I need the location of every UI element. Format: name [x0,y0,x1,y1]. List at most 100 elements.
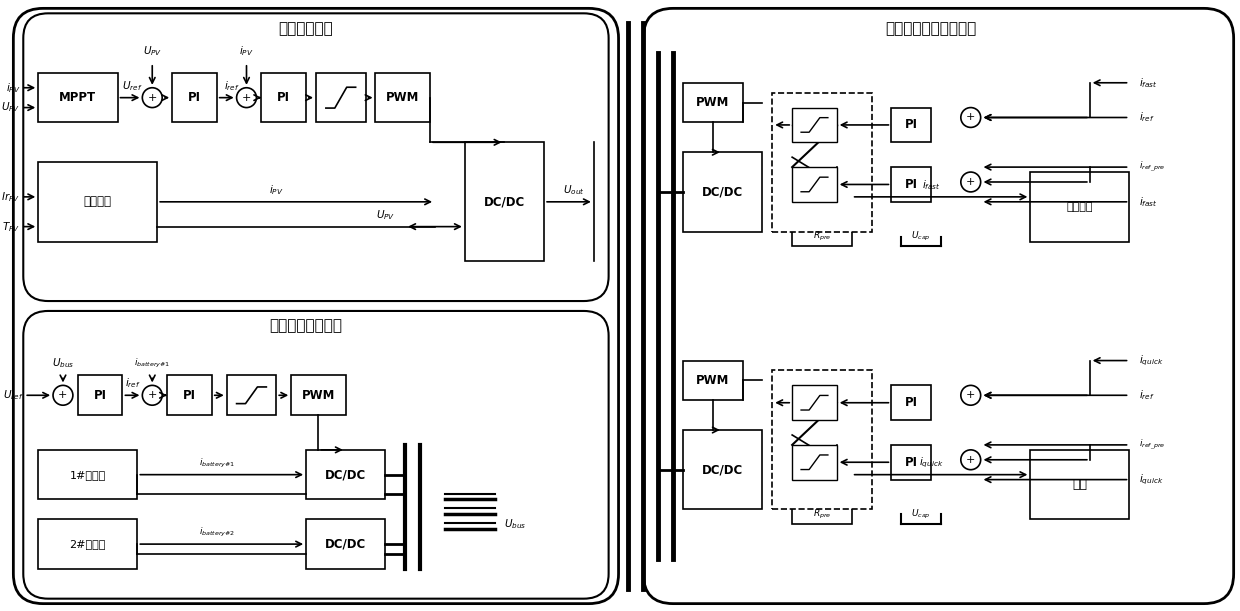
Text: $i_{PV}$: $i_{PV}$ [239,44,254,58]
Text: +: + [966,455,976,465]
Text: +: + [148,93,157,103]
Bar [892,108,931,142]
Text: $Ir_{PV}$: $Ir_{PV}$ [1,190,20,203]
FancyBboxPatch shape [14,9,619,604]
Text: $U_{out}$: $U_{out}$ [563,183,585,197]
Text: DC/DC: DC/DC [702,185,743,199]
Circle shape [143,386,162,405]
Bar [1030,450,1130,519]
Text: DC/DC: DC/DC [484,196,525,208]
Text: $U_{PV}$: $U_{PV}$ [143,44,162,58]
Bar [38,450,138,499]
Text: 快充: 快充 [1073,478,1087,491]
Text: $U_{bus}$: $U_{bus}$ [52,357,74,370]
Bar [792,386,837,420]
Bar [465,142,544,262]
Text: +: + [966,390,976,400]
Text: $U_{cap}$: $U_{cap}$ [911,508,931,521]
Text: $i_{ref}$: $i_{ref}$ [1140,389,1156,402]
Text: +: + [58,390,68,400]
Text: $i_{PV}$: $i_{PV}$ [269,183,284,197]
Text: 光伏组件: 光伏组件 [83,196,112,208]
Bar [306,450,386,499]
Text: PI: PI [905,178,918,191]
Circle shape [961,450,981,470]
Text: PI: PI [905,396,918,409]
Bar [376,73,430,122]
FancyBboxPatch shape [24,311,609,599]
Text: $i_{ref\_pre}$: $i_{ref\_pre}$ [1140,437,1166,452]
Text: +: + [966,112,976,122]
Text: $i_{battery\#1}$: $i_{battery\#1}$ [198,456,234,470]
Bar [262,73,306,122]
Text: $U_{PV}$: $U_{PV}$ [1,101,20,114]
Text: PWM: PWM [696,96,729,109]
Text: $U_{cap}$: $U_{cap}$ [911,230,931,243]
Bar [792,108,837,142]
Text: MPPT: MPPT [60,91,97,104]
Circle shape [143,88,162,108]
Text: 电动汽车充电控制策略: 电动汽车充电控制策略 [885,21,977,35]
Text: $U_{bus}$: $U_{bus}$ [505,518,527,531]
Text: $i_{quick}$: $i_{quick}$ [1140,472,1164,487]
Text: $i_{ref}$: $i_{ref}$ [223,79,239,93]
Bar [683,430,763,510]
Text: $i_{ref\_pre}$: $i_{ref\_pre}$ [1140,160,1166,174]
Bar [892,167,931,202]
Bar [792,445,837,480]
FancyBboxPatch shape [24,13,609,301]
FancyBboxPatch shape [644,9,1234,604]
Bar [773,370,872,510]
Text: DC/DC: DC/DC [702,463,743,476]
Bar [38,519,138,569]
Text: $R_{pre}$: $R_{pre}$ [812,508,831,521]
Bar [38,73,118,122]
Bar [291,375,346,415]
Text: $U_{PV}$: $U_{PV}$ [376,208,396,222]
Text: 1#电池组: 1#电池组 [69,470,105,480]
Text: 光伏控制策略: 光伏控制策略 [279,21,334,35]
Text: $U_{ref}$: $U_{ref}$ [123,79,143,93]
Text: $i_{battery\#2}$: $i_{battery\#2}$ [198,526,234,539]
Bar [38,162,157,241]
Text: $T_{PV}$: $T_{PV}$ [2,220,20,233]
Bar [773,93,872,232]
Text: $i_{ref}$: $i_{ref}$ [1140,111,1156,125]
Text: PWM: PWM [301,389,335,402]
Text: PWM: PWM [696,374,729,387]
Text: PI: PI [278,91,290,104]
Text: $i_{battery\#1}$: $i_{battery\#1}$ [134,357,170,370]
Text: $i_{PV}$: $i_{PV}$ [6,81,20,95]
Text: PI: PI [905,119,918,131]
Bar [792,167,837,202]
Circle shape [961,386,981,405]
Text: DC/DC: DC/DC [325,468,366,481]
Bar [1030,172,1130,241]
Circle shape [961,172,981,192]
Bar [892,445,931,480]
Bar [792,505,852,524]
Text: DC/DC: DC/DC [325,538,366,551]
Text: PI: PI [905,456,918,469]
Bar [172,73,217,122]
Bar [683,360,743,400]
Bar [892,386,931,420]
Bar [683,152,763,232]
Text: PI: PI [188,91,201,104]
Bar [227,375,277,415]
Text: $i_{quick}$: $i_{quick}$ [919,455,944,470]
Text: $i_{fast}$: $i_{fast}$ [1140,76,1158,90]
Text: PI: PI [184,389,196,402]
Text: PI: PI [94,389,107,402]
Circle shape [53,386,73,405]
Text: $i_{fast}$: $i_{fast}$ [1140,195,1158,209]
Bar [683,82,743,122]
Bar [167,375,212,415]
Text: 储能电池控制策略: 储能电池控制策略 [269,318,342,334]
Text: $i_{ref}$: $i_{ref}$ [124,376,140,390]
Circle shape [961,108,981,128]
Bar [78,375,123,415]
Text: +: + [242,93,252,103]
Text: +: + [966,177,976,187]
Text: 2#电池组: 2#电池组 [69,539,105,549]
